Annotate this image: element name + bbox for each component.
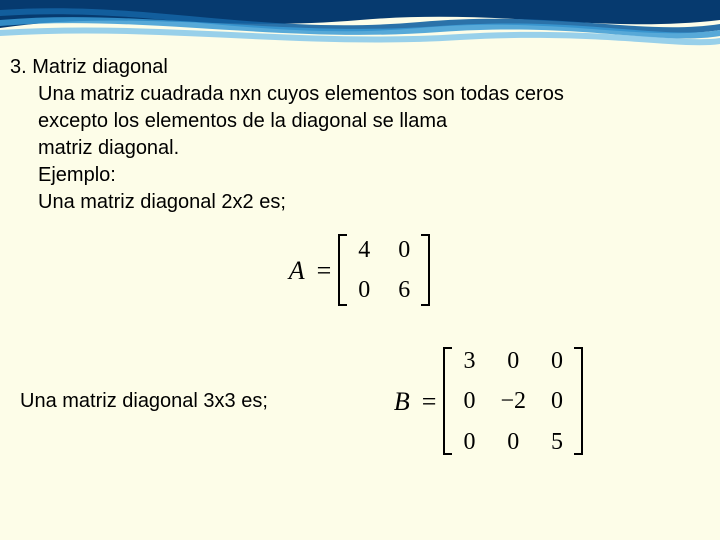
line: Una matriz cuadrada nxn cuyos elementos … [38,81,710,108]
cell: 4 [355,234,373,266]
cell: 0 [460,385,478,417]
cell: 3 [460,345,478,377]
cell: 0 [548,385,566,417]
matrix-grid-2x2: 4 0 0 6 [349,230,419,311]
left-bracket-icon [442,347,454,455]
cell: 6 [395,274,413,306]
paragraph: Una matriz cuadrada nxn cuyos elementos … [10,81,710,216]
matrix-3x3-block: Una matriz diagonal 3x3 es; B = 3 0 0 0 … [10,341,710,462]
line: matriz diagonal. [38,135,710,162]
equation-a: A = 4 0 0 6 [289,230,432,311]
cell: 0 [355,274,373,306]
cell: 0 [500,345,526,377]
var-a: A [289,253,305,288]
header-wave [0,0,720,48]
label-3x3: Una matriz diagonal 3x3 es; [10,388,268,415]
cell: 0 [395,234,413,266]
var-b: B [394,384,410,419]
cell: −2 [500,385,526,417]
line: Una matriz diagonal 2x2 es; [38,189,710,216]
section-title: 3. Matriz diagonal [10,54,710,81]
matrix-grid-3x3: 3 0 0 0 −2 0 0 0 5 [454,341,572,462]
cell: 0 [548,345,566,377]
line: Ejemplo: [38,162,710,189]
equals: = [422,384,437,419]
cell: 5 [548,426,566,458]
equation-b: B = 3 0 0 0 −2 0 0 0 5 [394,341,584,462]
left-bracket-icon [337,234,349,306]
matrix-2x2-block: A = 4 0 0 6 [10,230,710,311]
cell: 0 [500,426,526,458]
line: excepto los elementos de la diagonal se … [38,108,710,135]
right-bracket-icon [572,347,584,455]
cell: 0 [460,426,478,458]
equals: = [317,253,332,288]
right-bracket-icon [419,234,431,306]
slide-content: 3. Matriz diagonal Una matriz cuadrada n… [0,48,720,462]
